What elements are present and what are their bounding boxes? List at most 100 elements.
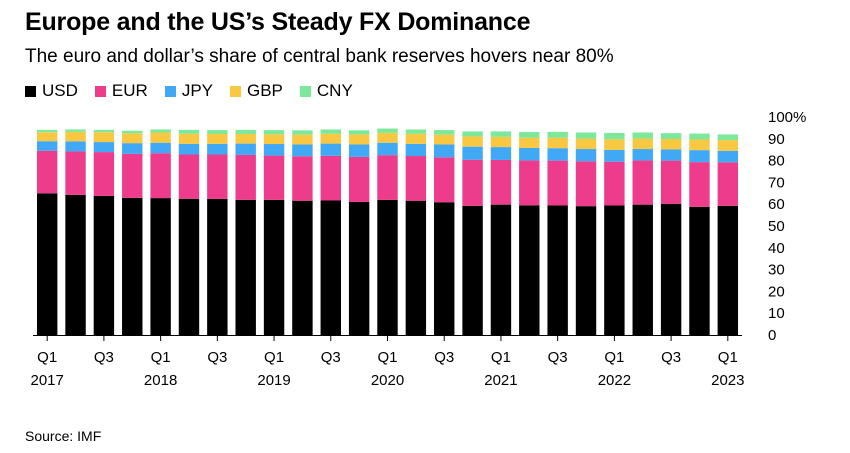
legend-item-jpy: JPY	[164, 81, 213, 101]
bar-gbp-q1-2020	[377, 132, 398, 143]
y-tick-label: 80	[768, 153, 785, 170]
bar-jpy-q4-2018	[235, 143, 256, 155]
bar-usd-q1-2018	[150, 198, 171, 335]
bar-eur-q1-2017	[36, 150, 58, 194]
bar-jpy-q3-2022	[660, 149, 682, 161]
bar-gbp-q3-2017	[93, 132, 115, 143]
bar-gbp-q2-2020	[405, 133, 427, 144]
bar-eur-q2-2021	[519, 160, 540, 206]
bar-cny-q1-2023	[717, 134, 739, 141]
x-tick-label-quarter: Q3	[94, 349, 114, 366]
bar-cny-q3-2019	[320, 129, 341, 134]
x-tick-label-quarter: Q3	[548, 349, 568, 366]
bar-eur-q2-2019	[292, 156, 313, 201]
bar-usd-q4-2018	[235, 199, 256, 335]
bar-cny-q4-2017	[122, 130, 143, 134]
bar-jpy-q2-2020	[405, 143, 427, 157]
y-tick-label: 50	[768, 218, 785, 235]
bar-gbp-q2-2018	[178, 133, 200, 144]
bar-jpy-q1-2022	[604, 149, 625, 162]
bar-jpy-q4-2022	[689, 150, 710, 163]
bar-jpy-q3-2019	[320, 143, 341, 156]
bar-eur-q2-2018	[178, 154, 200, 199]
bar-gbp-q3-2020	[434, 134, 455, 145]
bar-jpy-q2-2018	[178, 143, 200, 155]
bar-usd-q3-2020	[434, 202, 455, 335]
bar-cny-q2-2017	[65, 129, 86, 132]
bar-usd-q1-2023	[717, 205, 739, 335]
x-tick-label-quarter: Q3	[321, 349, 341, 366]
bar-cny-q3-2018	[207, 130, 228, 134]
legend-label-jpy: JPY	[181, 81, 213, 100]
x-tick-label-year: 2017	[30, 372, 63, 389]
bar-eur-q3-2020	[434, 157, 455, 203]
legend-swatch-eur	[94, 85, 106, 97]
bar-usd-q4-2021	[575, 206, 597, 335]
x-tick-label-quarter: Q1	[37, 349, 57, 366]
bar-usd-q1-2019	[263, 199, 285, 335]
bar-eur-q4-2021	[575, 161, 597, 207]
y-tick-label: 0	[768, 327, 776, 344]
x-tick-label-year: 2023	[711, 372, 744, 389]
bar-jpy-q4-2017	[122, 143, 143, 154]
x-tick-label-year: 2022	[598, 372, 631, 389]
bar-jpy-q1-2018	[150, 142, 171, 154]
legend-swatch-jpy	[164, 85, 176, 97]
bar-jpy-q4-2021	[575, 149, 597, 162]
bar-cny-q2-2021	[519, 132, 540, 138]
bar-cny-q1-2017	[36, 129, 58, 133]
bar-cny-q1-2020	[377, 128, 398, 133]
bar-usd-q1-2022	[604, 205, 625, 335]
bar-eur-q4-2019	[348, 156, 370, 203]
bar-eur-q3-2022	[660, 160, 682, 204]
bar-jpy-q3-2021	[547, 148, 568, 161]
bar-cny-q1-2022	[604, 132, 625, 140]
bar-cny-q3-2021	[547, 131, 568, 138]
y-tick-label: 60	[768, 196, 785, 213]
bar-cny-q4-2020	[462, 131, 483, 137]
x-tick-label-quarter: Q1	[491, 349, 511, 366]
bar-usd-q3-2022	[660, 203, 682, 335]
bar-eur-q4-2017	[122, 153, 143, 198]
bar-eur-q1-2023	[717, 162, 739, 206]
x-tick-label-quarter: Q1	[151, 349, 171, 366]
bar-jpy-q2-2019	[292, 144, 313, 157]
bar-gbp-q1-2018	[150, 132, 171, 143]
bar-gbp-q4-2017	[122, 133, 143, 144]
bar-gbp-q2-2021	[519, 137, 540, 148]
bar-usd-q2-2017	[65, 194, 86, 335]
bar-gbp-q4-2019	[348, 134, 370, 145]
bar-gbp-q3-2021	[547, 137, 568, 149]
x-tick-label-quarter: Q3	[207, 349, 227, 366]
y-tick-label: 100%	[768, 109, 806, 126]
bar-gbp-q4-2018	[235, 134, 256, 144]
bar-cny-q1-2021	[490, 131, 512, 137]
bar-cny-q3-2017	[93, 129, 115, 133]
x-tick-label-quarter: Q1	[604, 349, 624, 366]
legend-label-cny: CNY	[316, 81, 353, 100]
bar-gbp-q3-2019	[320, 133, 341, 144]
bar-jpy-q1-2019	[263, 144, 285, 156]
bar-eur-q1-2021	[490, 159, 512, 205]
bar-eur-q3-2021	[547, 160, 568, 206]
bar-jpy-q3-2017	[93, 142, 115, 153]
bar-usd-q2-2018	[178, 198, 200, 335]
bar-cny-q2-2020	[405, 129, 427, 134]
bar-usd-q2-2019	[292, 200, 313, 335]
x-tick-label-year: 2020	[371, 372, 404, 389]
legend-item-usd: USD	[25, 81, 78, 101]
x-tick-label-quarter: Q3	[661, 349, 681, 366]
bar-jpy-q4-2020	[462, 146, 483, 160]
bar-gbp-q2-2017	[65, 131, 86, 142]
bar-gbp-q2-2019	[292, 134, 313, 145]
chart-title: Europe and the US’s Steady FX Dominance	[25, 8, 531, 36]
bar-cny-q2-2022	[632, 132, 653, 139]
bar-gbp-q3-2022	[660, 139, 682, 150]
bar-usd-q2-2022	[632, 204, 653, 335]
x-tick-label-year: 2021	[484, 372, 517, 389]
bar-usd-q1-2017	[36, 193, 58, 335]
bar-usd-q2-2021	[519, 205, 540, 335]
bar-cny-q3-2022	[660, 133, 682, 140]
bar-gbp-q1-2019	[263, 134, 285, 145]
